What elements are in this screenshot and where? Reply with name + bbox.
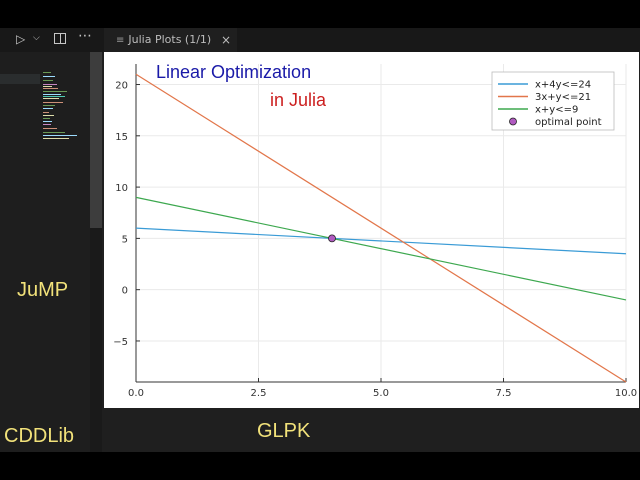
editor-toolbar: ▷ ⌵ ⋯ xyxy=(0,28,104,52)
legend-entry-label: x+4y<=24 xyxy=(535,80,591,91)
x-tick-label: 0.0 xyxy=(128,388,144,399)
legend-entry-label: optimal point xyxy=(535,117,602,128)
more-actions-icon[interactable]: ⋯ xyxy=(78,28,93,44)
y-tick-label: 0 xyxy=(122,286,128,297)
y-tick-label: 15 xyxy=(115,132,128,143)
scrollbar-thumb[interactable] xyxy=(90,52,102,228)
legend-entry-label: 3x+y<=21 xyxy=(535,92,591,103)
legend-entry-label: x+y<=9 xyxy=(535,105,578,116)
chevron-down-icon[interactable]: ⌵ xyxy=(33,33,40,43)
editor-pane[interactable] xyxy=(0,52,90,452)
y-tick-label: 10 xyxy=(115,183,128,194)
y-tick-label: 20 xyxy=(115,81,128,92)
overlay-cddlib: CDDLib xyxy=(4,425,75,447)
legend-swatch-point xyxy=(509,117,517,126)
series-line-1 xyxy=(135,227,627,255)
tab-strip: ≡ Julia Plots (1/1) × xyxy=(104,28,640,52)
series-line-2 xyxy=(135,73,627,383)
annotation-line-1: Linear Optimization xyxy=(156,62,311,82)
y-tick-label: 5 xyxy=(122,234,128,245)
optimal-point-marker xyxy=(328,234,336,243)
chart: 0.0 2.5 5.0 7.5 10.0 −5 0 5 10 15 20 x+4y<=243x+y<=… xyxy=(113,62,637,399)
run-icon[interactable]: ▷ xyxy=(16,32,26,46)
overlay-jump: JuMP xyxy=(17,279,69,301)
x-tick-label: 10.0 xyxy=(615,388,637,399)
series-line-3 xyxy=(135,196,627,301)
plot-panel: 0.0 2.5 5.0 7.5 10.0 −5 0 5 10 15 20 x+4y<=24 3x+y<=… xyxy=(104,52,639,408)
annotation-line-2: in Julia xyxy=(270,90,327,110)
tab-julia-plots[interactable]: ≡ Julia Plots (1/1) × xyxy=(104,28,237,52)
x-tick-label: 7.5 xyxy=(496,388,512,399)
y-tick-label: −5 xyxy=(113,337,128,348)
current-line-highlight xyxy=(0,74,40,84)
bottom-black-bar xyxy=(0,452,640,480)
minimap[interactable] xyxy=(43,72,79,142)
overlay-glpk: GLPK xyxy=(257,420,311,442)
x-tick-label: 5.0 xyxy=(373,388,389,399)
x-tick-label: 2.5 xyxy=(251,388,267,399)
tab-label: Julia Plots (1/1) xyxy=(128,33,212,46)
split-editor-icon[interactable] xyxy=(54,33,66,44)
preview-icon: ≡ xyxy=(116,35,125,46)
top-black-bar xyxy=(0,0,640,28)
close-icon[interactable]: × xyxy=(220,33,231,47)
editor-scrollbar[interactable] xyxy=(90,52,102,452)
